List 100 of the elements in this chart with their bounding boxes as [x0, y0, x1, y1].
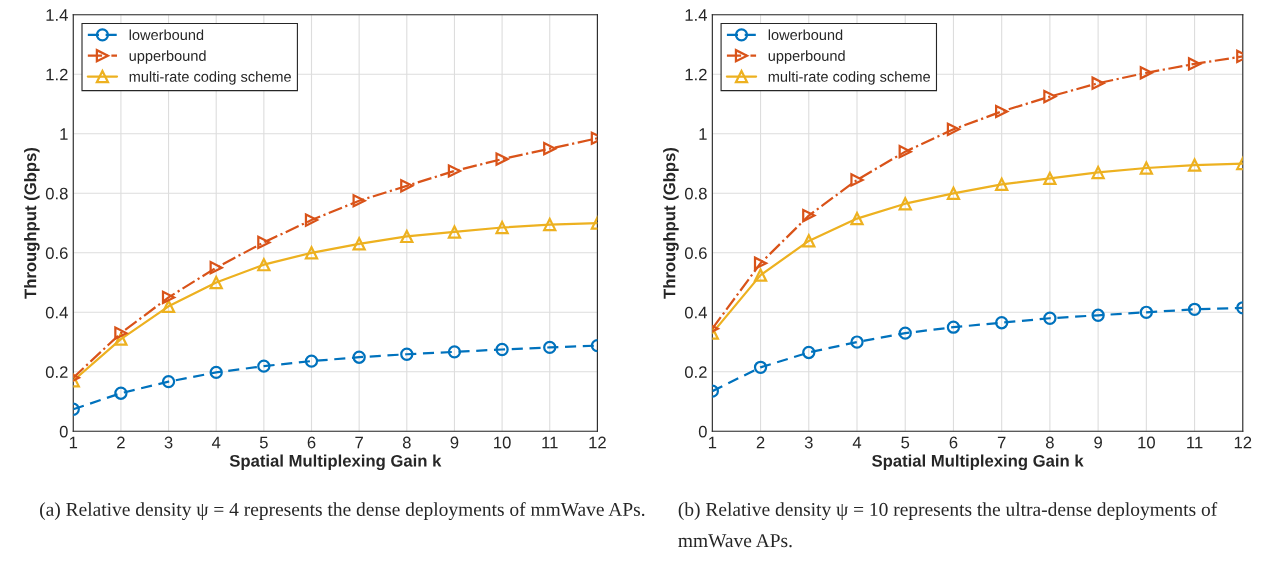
y-tick-label: 0: [698, 425, 707, 438]
y-tick-label: 0.4: [684, 306, 707, 319]
legend-label: upperbound: [129, 50, 206, 64]
point: [898, 326, 912, 340]
point: [114, 332, 128, 346]
legend-label: multi-rate coding scheme: [129, 71, 291, 85]
point: [1091, 165, 1105, 180]
y-tick-label: 0.8: [45, 187, 68, 200]
y-tick-label: 0.2: [45, 366, 68, 378]
point: [946, 186, 961, 200]
point: [495, 220, 509, 235]
point: [447, 345, 462, 359]
x-tick-label: 10: [1138, 436, 1155, 449]
x-tick-label: 4: [211, 436, 221, 449]
x-tick-label: 2: [117, 436, 125, 449]
y-tick-label: 1.4: [685, 9, 707, 21]
point: [495, 152, 509, 166]
point: [1139, 161, 1154, 175]
point: [257, 258, 271, 272]
point: [802, 345, 816, 360]
x-tick-label: 4: [852, 436, 862, 449]
point: [1043, 89, 1057, 104]
point: [114, 386, 128, 400]
point: [850, 211, 864, 226]
point: [802, 208, 816, 223]
point: [447, 225, 462, 239]
y-tick-label: 1: [60, 128, 68, 140]
point: [543, 340, 557, 355]
x-tick-label: 10: [494, 436, 511, 449]
point: [1187, 57, 1202, 71]
x-tick-label: 12: [1234, 436, 1252, 449]
point: [802, 234, 816, 248]
y-axis-title: Throughput (Gbps): [24, 147, 40, 299]
point: [946, 122, 961, 136]
point: [946, 320, 961, 334]
point: [995, 316, 1009, 330]
x-tick-label: 3: [804, 436, 813, 449]
y-tick-label: 0.2: [684, 366, 707, 378]
legend-label: lowerbound: [768, 29, 843, 41]
y-tick-label: 0.6: [684, 247, 707, 259]
point: [898, 144, 912, 159]
x-axis-title: Spatial Multiplexing Gain k: [229, 454, 442, 471]
x-tick-label: 1: [708, 436, 717, 449]
point: [850, 173, 864, 187]
point: [161, 290, 176, 305]
x-tick-label: 11: [1187, 436, 1203, 449]
point: [257, 235, 271, 250]
point: [161, 374, 176, 389]
y-axis-title: Throughput (Gbps): [663, 147, 679, 299]
point: [352, 237, 366, 251]
x-tick-label: 7: [355, 436, 363, 449]
point: [400, 347, 414, 361]
y-tick-label: 1.2: [46, 68, 68, 81]
point: [995, 177, 1009, 192]
point: [400, 229, 414, 244]
point: [898, 197, 912, 211]
point: [209, 261, 223, 275]
x-tick-label: 8: [1045, 436, 1054, 449]
point: [850, 335, 864, 349]
x-tick-label: 5: [901, 436, 910, 449]
point: [1187, 158, 1202, 172]
point: [257, 359, 271, 373]
point: [114, 326, 128, 340]
point: [400, 179, 414, 193]
point: [209, 365, 223, 380]
x-tick-label: 7: [997, 436, 1006, 449]
x-tick-label: 6: [307, 436, 316, 449]
point: [1091, 76, 1105, 90]
legend-label: lowerbound: [129, 29, 204, 41]
x-axis-title: Spatial Multiplexing Gain k: [872, 454, 1084, 471]
y-tick-label: 0.8: [684, 187, 707, 200]
x-tick-label: 1: [69, 436, 78, 449]
point: [304, 246, 319, 260]
x-tick-label: 12: [589, 436, 606, 449]
point: [543, 142, 557, 156]
point: [753, 360, 768, 374]
point: [1043, 171, 1057, 186]
y-tick-label: 1.4: [46, 9, 68, 21]
point: [1091, 308, 1105, 322]
legend-label: upperbound: [768, 50, 845, 64]
point: [1139, 66, 1154, 80]
x-tick-label: 6: [949, 436, 958, 449]
text: (b) Relative density ψ = 10 represents the ultra-dense deployments of mmWave APs.: [678, 502, 1218, 548]
y-tick-label: 0.6: [45, 247, 68, 259]
y-tick-label: 0: [59, 425, 68, 438]
point: [1139, 305, 1154, 319]
x-tick-label: 8: [402, 436, 411, 449]
point: [995, 104, 1009, 119]
y-tick-label: 1: [699, 128, 707, 140]
x-tick-label: 9: [1094, 436, 1102, 449]
point: [447, 164, 462, 178]
x-tick-label: 2: [756, 436, 765, 449]
point: [753, 256, 768, 270]
x-tick-label: 3: [164, 436, 173, 449]
point: [1187, 302, 1202, 316]
point: [352, 194, 366, 208]
point: [304, 354, 319, 368]
x-tick-label: 11: [542, 436, 558, 449]
y-tick-label: 1.2: [685, 68, 707, 81]
point: [304, 213, 319, 227]
